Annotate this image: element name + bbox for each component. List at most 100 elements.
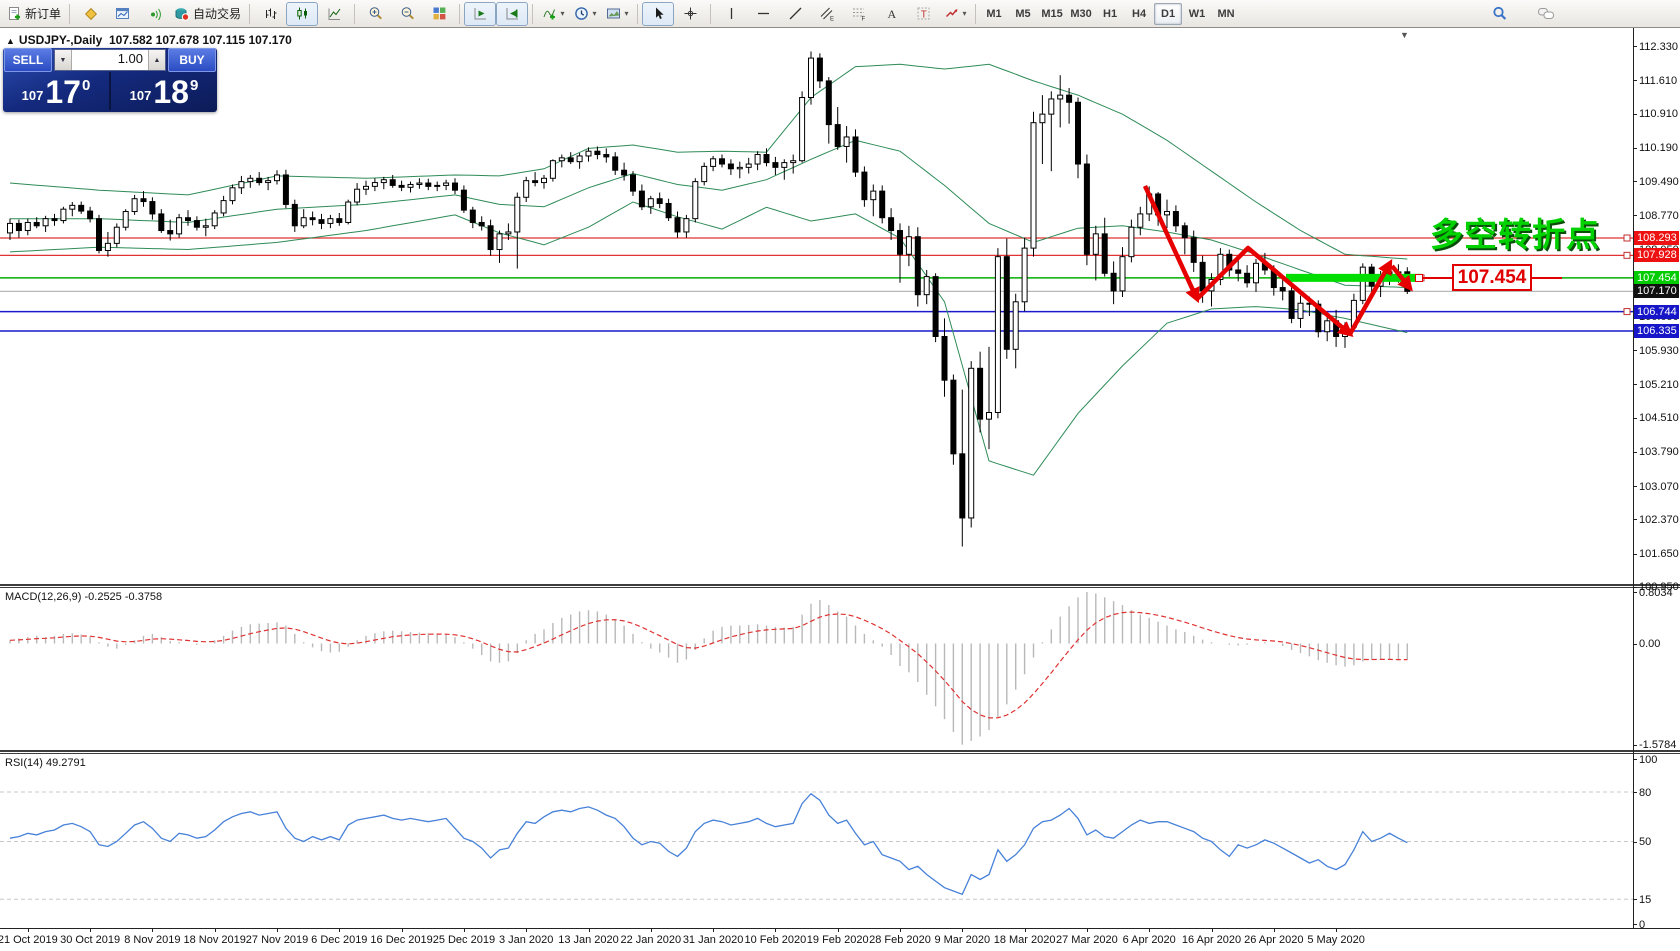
turning-point-annotation[interactable]: 多空转折点 <box>1430 216 1600 253</box>
text-label-icon: T <box>916 6 931 21</box>
chevron-down-icon: ▾ <box>592 9 597 18</box>
time-tick-label: 22 Jan 2020 <box>620 934 682 946</box>
time-tick-mark <box>1024 928 1026 932</box>
new-order-icon <box>7 6 22 21</box>
price-badge: 106.335 <box>1634 324 1679 339</box>
text-button[interactable]: A <box>875 2 907 26</box>
sell-price-display[interactable]: 107 17 0 <box>3 72 111 110</box>
timeframe-M30[interactable]: M30 <box>1070 7 1092 20</box>
autotrading-button[interactable]: 自动交易 <box>170 2 245 26</box>
rsi-name: RSI(14) <box>5 757 43 769</box>
buy-price-display[interactable]: 107 18 9 <box>111 72 217 110</box>
macd-pane[interactable] <box>0 588 1633 752</box>
price-badge: 107.454 <box>1634 270 1679 285</box>
auto-scroll-button[interactable] <box>464 1 497 26</box>
time-tick-label: 6 Apr 2020 <box>1122 934 1176 946</box>
time-tick-mark <box>1211 928 1213 932</box>
equidistant-channel-button[interactable]: E <box>811 2 843 26</box>
axis-tick-mark <box>1633 744 1637 746</box>
crosshair-icon <box>683 6 698 21</box>
templates-button[interactable]: ▾ <box>601 2 633 26</box>
axis-tick-label: 111.610 <box>1639 74 1678 87</box>
pane-divider[interactable] <box>0 584 1680 588</box>
timeframe-D1[interactable]: D1 <box>1154 2 1183 25</box>
trendline-button[interactable] <box>779 2 811 26</box>
market-watch-button[interactable] <box>106 2 138 26</box>
fibonacci-button[interactable]: F <box>843 2 875 26</box>
time-tick-label: 21 Oct 2019 <box>0 934 58 946</box>
axis-tick-mark <box>1633 181 1637 183</box>
vertical-line-button[interactable] <box>715 2 747 26</box>
timeframe-W1[interactable]: W1 <box>1188 7 1206 20</box>
crosshair-button[interactable] <box>674 2 706 26</box>
timeframe-M1[interactable]: M1 <box>986 7 1002 20</box>
chart-title: ▲ USDJPY-,Daily 107.582 107.678 107.115 1… <box>6 33 292 47</box>
volume-increase-button[interactable]: ▲ <box>148 50 165 70</box>
axis-tick-mark <box>1633 80 1637 82</box>
tile-windows-button[interactable] <box>423 2 455 26</box>
rsi-label: RSI(14) 49.2791 <box>5 757 86 769</box>
macd-signal-value: -0.3758 <box>124 591 163 603</box>
candlestick-chart-button[interactable] <box>286 1 319 26</box>
time-tick-label: 16 Dec 2019 <box>370 934 433 946</box>
chart-shift-button[interactable] <box>496 1 529 26</box>
buy-button[interactable]: BUY <box>168 48 216 72</box>
sell-button[interactable]: SELL <box>4 48 52 72</box>
price-level-note[interactable]: 107.454 <box>1452 263 1532 291</box>
new-order-button[interactable]: 新订单 <box>3 2 65 26</box>
periods-button[interactable]: ▾ <box>569 2 601 26</box>
zoom-in-button[interactable] <box>359 2 391 26</box>
profile-button[interactable] <box>74 2 106 26</box>
timeframe-H1[interactable]: H1 <box>1103 7 1118 20</box>
text-a-icon: A <box>884 6 899 21</box>
time-tick-mark <box>401 928 403 932</box>
horizontal-line-button[interactable] <box>747 2 779 26</box>
panel-collapse-icon[interactable]: ▲ <box>6 36 15 46</box>
timeframe-M15[interactable]: M15 <box>1041 7 1063 20</box>
toolbar-separator <box>69 3 71 24</box>
symbol-timeframe-label: USDJPY-,Daily <box>18 33 103 47</box>
time-tick-mark <box>1086 928 1088 932</box>
time-tick-mark <box>962 928 964 932</box>
search-icon <box>1492 6 1508 22</box>
price-badge: 107.928 <box>1634 248 1679 263</box>
line-chart-button[interactable] <box>318 2 350 26</box>
timeframe-H4[interactable]: H4 <box>1132 7 1147 20</box>
axis-tick-label: 102.370 <box>1639 513 1679 526</box>
time-tick-label: 8 Nov 2019 <box>124 934 181 946</box>
time-tick-mark <box>650 928 652 932</box>
axis-tick-mark <box>1633 592 1637 593</box>
cursor-button[interactable] <box>642 1 675 26</box>
zoom-out-button[interactable] <box>391 2 423 26</box>
search-button[interactable] <box>1484 2 1516 26</box>
volume-decrease-button[interactable]: ▼ <box>55 50 72 70</box>
indicators-button[interactable]: ▾ <box>537 2 569 26</box>
macd-main-value: -0.2525 <box>84 591 122 603</box>
timeframe-MN[interactable]: MN <box>1217 7 1235 20</box>
axis-tick-label: 110.910 <box>1639 108 1678 121</box>
axis-tick-mark <box>1633 586 1637 588</box>
axis-tick-mark <box>1633 350 1637 352</box>
time-tick-mark <box>713 928 715 932</box>
rsi-pane[interactable] <box>0 754 1633 928</box>
chart-menu-caret-icon[interactable]: ▼ <box>1400 30 1409 40</box>
arrows-button[interactable]: ▾ <box>939 2 971 26</box>
trendline-icon <box>788 6 803 21</box>
pane-divider[interactable] <box>0 750 1680 754</box>
svg-text:F: F <box>862 17 866 22</box>
bar-chart-button[interactable] <box>254 2 286 26</box>
line-anchor-handle[interactable] <box>1415 273 1423 282</box>
volume-value[interactable]: 1.00 <box>117 51 143 66</box>
signals-button[interactable] <box>138 2 170 26</box>
time-axis-border <box>0 928 1680 929</box>
axis-tick-label: 100 <box>1639 753 1658 766</box>
main-price-pane[interactable] <box>0 28 1633 584</box>
time-tick-label: 19 Feb 2020 <box>806 934 869 946</box>
text-label-button[interactable]: T <box>907 2 939 26</box>
timeframe-M5[interactable]: M5 <box>1015 7 1031 20</box>
main-toolbar: 新订单 自动交易 ▾ ▾ ▾ E F A T ▾ M1 M5 M15 M30 H1 H4 D… <box>0 0 1680 28</box>
one-click-trading-panel: SELL ▼ 1.00 ▲ BUY 107 17 0 107 18 9 <box>3 48 217 112</box>
community-button[interactable] <box>1530 2 1562 26</box>
vertical-line-icon <box>724 6 739 21</box>
price-note-connector <box>1532 276 1562 279</box>
